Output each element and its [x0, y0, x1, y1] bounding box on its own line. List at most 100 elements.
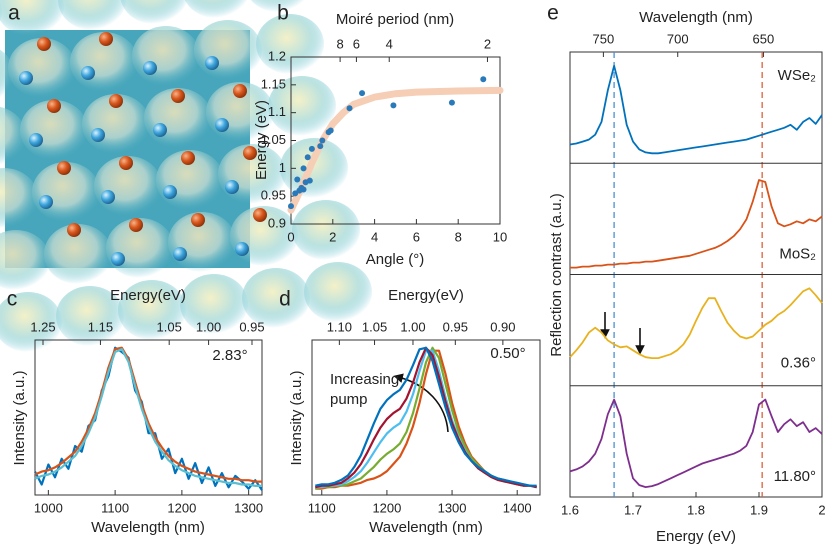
x2-tick-label: 1.10: [327, 319, 352, 334]
y-axis-label: Energy (eV): [253, 100, 270, 180]
x-axis-label: Wavelength (nm): [91, 519, 205, 536]
moire-bump: [268, 76, 336, 136]
orange-atom: [181, 151, 195, 165]
orange-atom: [67, 223, 81, 237]
orange-atom: [243, 146, 257, 160]
y-axis-label: Intensity (a.u.): [288, 370, 305, 465]
blue-atom: [101, 190, 115, 204]
moire-bump: [44, 224, 112, 284]
x2-tick-label: 750: [593, 31, 615, 46]
orange-atom: [119, 156, 133, 170]
blue-atom: [153, 123, 167, 137]
data-point: [308, 145, 315, 152]
blue-atom: [143, 61, 157, 75]
blue-atom: [205, 56, 219, 70]
data-point: [294, 176, 301, 183]
x2-tick-label: 1.00: [196, 319, 221, 334]
x2-tick-label: 1.15: [88, 319, 113, 334]
data-point: [300, 165, 307, 172]
orange-atom: [57, 161, 71, 175]
blue-atom: [173, 247, 187, 261]
data-point: [390, 102, 397, 109]
x-tick-label: 1100: [101, 500, 129, 515]
moire-bump: [0, 0, 64, 36]
moire-bump: [0, 168, 38, 228]
data-point: [306, 177, 313, 184]
panel-label: c: [7, 288, 18, 311]
annotation: 0.50°: [490, 345, 525, 362]
arrow-text: Increasing: [330, 371, 399, 388]
panel-label: e: [547, 2, 559, 25]
y-axis-label: Intensity (a.u.): [11, 370, 28, 465]
image-shade: [5, 30, 250, 268]
moire-bump: [292, 200, 360, 260]
x2-tick-label: 700: [667, 31, 689, 46]
spectrum: [34, 348, 262, 487]
moire-bump: [56, 286, 124, 346]
data-point: [448, 99, 455, 106]
panel-label: d: [279, 288, 291, 311]
x-tick-label: 8: [455, 229, 462, 244]
x-tick-label: 1200: [167, 500, 196, 515]
blue-atom: [163, 185, 177, 199]
orange-atom: [129, 218, 143, 232]
x2-tick-label: 0.90: [490, 319, 515, 334]
y-tick-label: 1: [279, 160, 286, 175]
spectrum: [34, 346, 262, 483]
moire-bump: [180, 274, 248, 334]
x-tick-label: 1.9: [750, 502, 768, 517]
blue-atom: [19, 71, 33, 85]
spectrum: [569, 64, 823, 155]
x-tick-label: 1300: [438, 500, 467, 515]
data-point: [346, 105, 353, 112]
x-axis-label: Wavelength (nm): [369, 519, 483, 536]
moire-bump: [280, 138, 348, 198]
x-tick-label: 1200: [372, 500, 401, 515]
series-label: WSe₂: [778, 67, 817, 84]
x-tick-label: 1.8: [687, 502, 705, 517]
y-axis-label: Reflection contrast (a.u.): [548, 193, 565, 356]
spectrum: [570, 179, 823, 269]
spectrum: [315, 346, 537, 487]
moire-bump: [58, 0, 126, 30]
spectrum: [569, 287, 823, 359]
series-label: 11.80°: [774, 468, 816, 485]
panel-label: a: [8, 2, 20, 25]
x2-tick-label: 0.95: [239, 319, 264, 334]
blue-atom: [225, 180, 239, 194]
series-label: MoS₂: [779, 245, 816, 262]
y-tick-label: 1.1: [268, 104, 286, 119]
arrow-text: pump: [330, 391, 368, 408]
data-point: [317, 143, 324, 150]
data-point: [304, 154, 311, 161]
x-tick-label: 10: [493, 229, 507, 244]
y-tick-label: 1.15: [261, 76, 286, 91]
blue-atom: [29, 133, 43, 147]
x-tick-label: 1.6: [561, 502, 579, 517]
moire-bump: [118, 280, 186, 340]
data-point: [359, 90, 366, 97]
x2-tick-label: 650: [753, 31, 775, 46]
spectrum: [34, 346, 263, 491]
x-tick-label: 1300: [234, 500, 263, 515]
x2-tick-label: 4: [386, 36, 393, 51]
plot-frame: [34, 339, 263, 496]
orange-atom: [47, 99, 61, 113]
data-point: [480, 76, 487, 83]
x2-axis-label: Energy(eV): [110, 287, 186, 304]
data-point: [319, 137, 326, 144]
moire-bump: [184, 0, 248, 18]
x-tick-label: 4: [371, 229, 378, 244]
x-tick-label: 1000: [34, 500, 63, 515]
moire-bump: [0, 292, 62, 352]
x-tick-label: 1.7: [624, 502, 642, 517]
orange-atom: [37, 37, 51, 51]
blue-atom: [39, 195, 53, 209]
data-point: [300, 186, 307, 193]
y-tick-label: 0.95: [261, 188, 286, 203]
blue-atom: [91, 128, 105, 142]
blue-atom: [215, 118, 229, 132]
x2-tick-label: 1.05: [157, 319, 182, 334]
